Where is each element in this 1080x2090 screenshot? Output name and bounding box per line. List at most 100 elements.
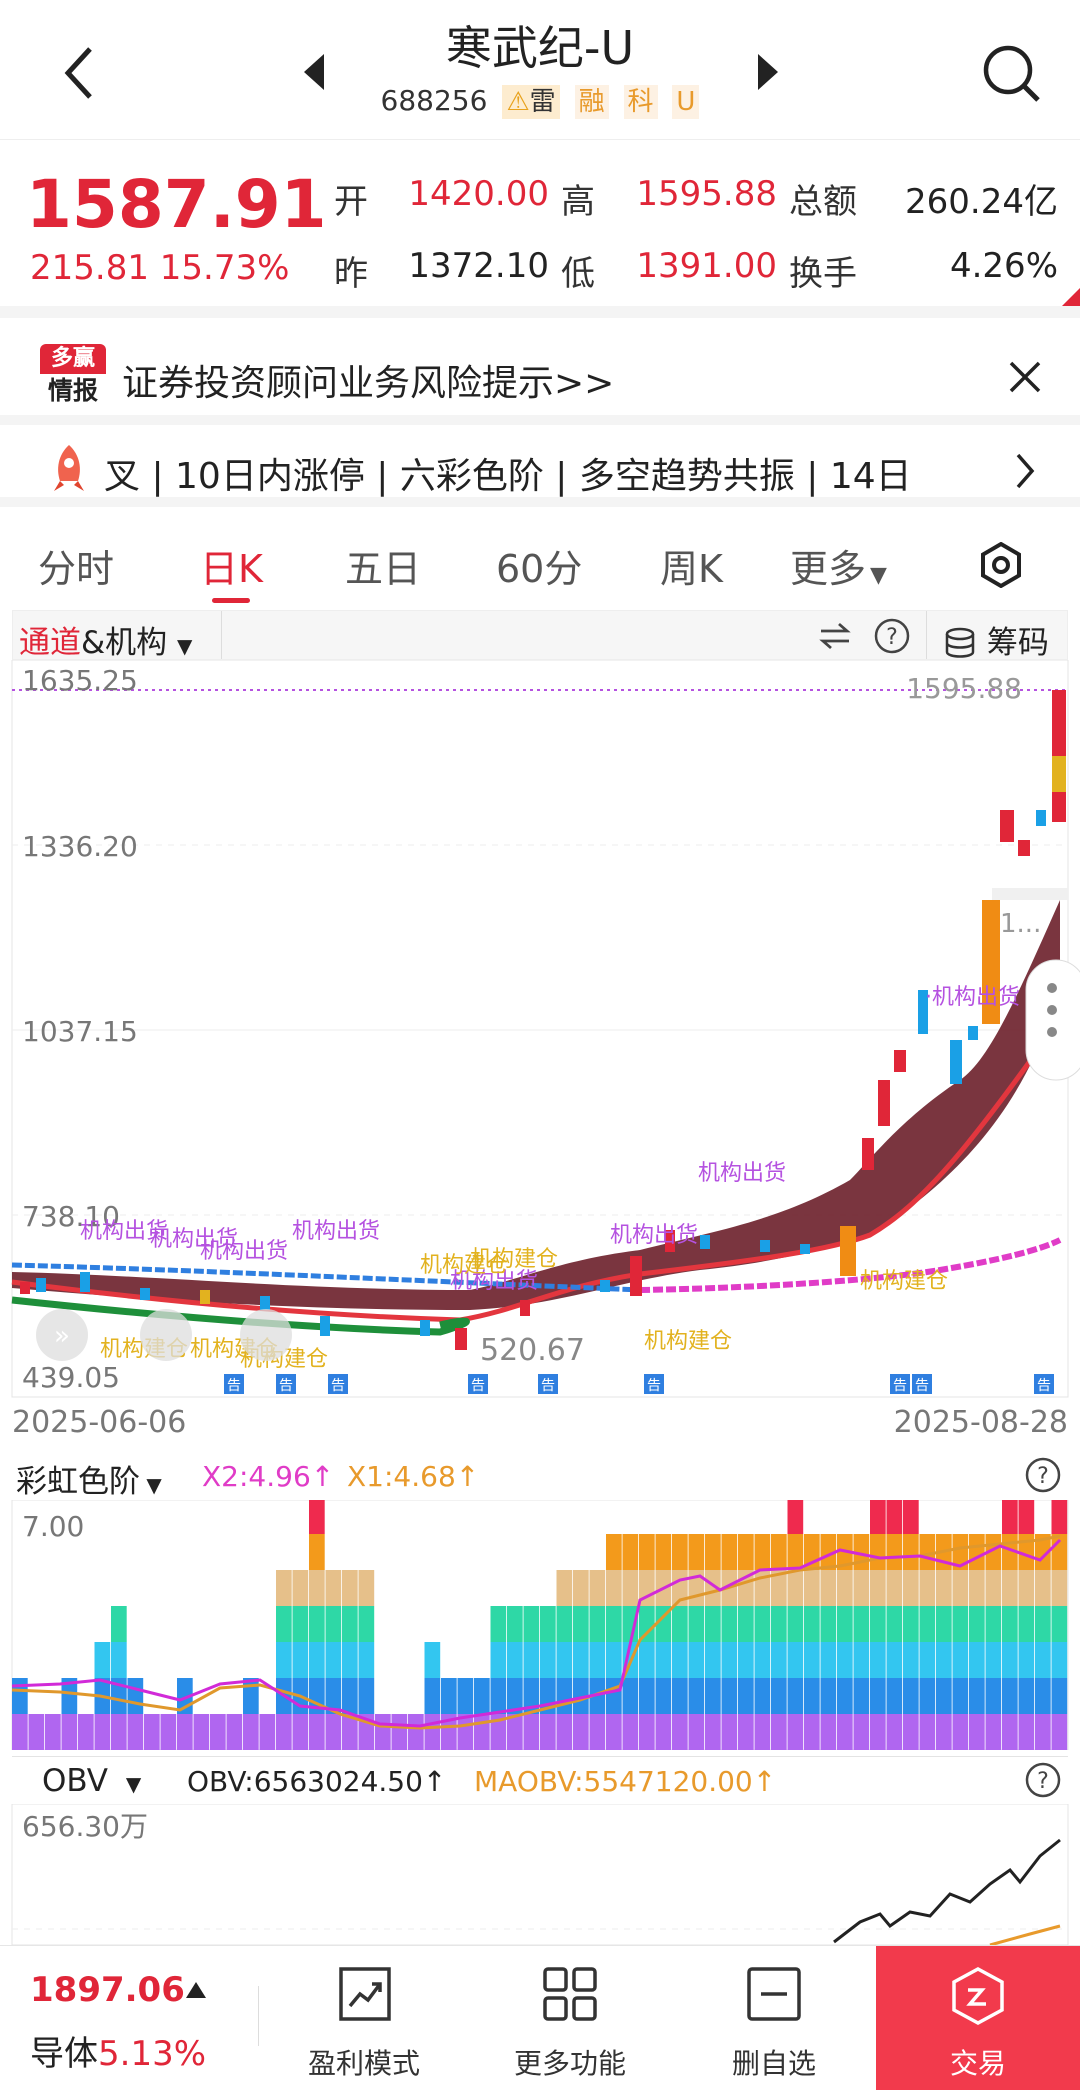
rainbow-bar-segment — [474, 1678, 490, 1714]
rainbow-bar-segment — [589, 1606, 606, 1642]
rainbow-bar-segment — [540, 1714, 556, 1750]
divider — [221, 611, 222, 659]
rainbow-bar-segment — [606, 1570, 622, 1606]
rainbow-bar-segment — [738, 1534, 754, 1570]
rainbow-bar-segment — [1051, 1606, 1068, 1642]
tab-weekly-k[interactable]: 周K — [660, 547, 723, 591]
rainbow-bar-segment — [309, 1534, 325, 1570]
rainbow-bar-segment — [804, 1642, 820, 1678]
rainbow-bar-segment — [408, 1714, 424, 1750]
rainbow-bar-segment — [1018, 1642, 1035, 1678]
high-marker: 1595.88 — [906, 672, 1022, 705]
next-stock-icon[interactable] — [752, 52, 782, 92]
svg-text:»: » — [54, 1321, 70, 1351]
notice-badges[interactable]: 告 告 告 告 告 告 告 告 告 — [224, 1374, 1054, 1394]
rainbow-bar-segment — [127, 1678, 144, 1714]
back-icon[interactable] — [60, 45, 100, 101]
rainbow-bar-segment — [1051, 1570, 1068, 1606]
rainbow-bar-segment — [556, 1642, 573, 1678]
rainbow-select[interactable]: 彩虹色阶 ▼ — [16, 1464, 162, 1500]
margin-tag[interactable]: 融 — [574, 85, 609, 119]
rainbow-bar-segment — [903, 1534, 919, 1570]
settings-icon[interactable] — [978, 542, 1024, 588]
rainbow-bar-segment — [705, 1570, 721, 1606]
risk-banner[interactable]: 多赢 情报 证券投资顾问业务风险提示>> — [0, 330, 1080, 425]
channel-line-blue — [11, 1262, 641, 1293]
search-icon[interactable] — [980, 42, 1044, 106]
rainbow-bar-segment — [457, 1714, 474, 1750]
remove-watchlist-button[interactable]: 删自选 — [694, 1946, 854, 2090]
star-market-tag[interactable]: 科 — [623, 85, 658, 119]
divider — [926, 611, 927, 659]
rainbow-bar-segment — [490, 1714, 507, 1750]
rainbow-bar-segment — [292, 1606, 309, 1642]
rainbow-bar-segment — [490, 1678, 507, 1714]
chevron-right-icon[interactable] — [1012, 451, 1038, 491]
risk-banner-text[interactable]: 证券投资顾问业务风险提示>> — [122, 363, 615, 404]
tab-more[interactable]: 更多 ▼ — [790, 547, 887, 591]
rainbow-bar-segment — [870, 1606, 886, 1642]
annotation-in: 机构建仓 — [470, 1247, 558, 1272]
rainbow-bar-segment — [688, 1642, 705, 1678]
help-icon[interactable]: ? — [1024, 1456, 1062, 1494]
index-row[interactable]: 导体5.13% — [30, 2034, 207, 2074]
u-tag[interactable]: U — [672, 85, 700, 119]
rainbow-bar-segment — [721, 1534, 738, 1570]
rainbow-bar-segment — [820, 1534, 837, 1570]
close-icon[interactable] — [1008, 360, 1042, 394]
candles — [20, 690, 1066, 1350]
annotation-in: 机构建仓 — [420, 1253, 508, 1278]
rainbow-bar-segment — [1035, 1570, 1051, 1606]
draw-line-icon[interactable] — [140, 1309, 192, 1361]
rainbow-bar-segment — [837, 1606, 853, 1642]
rainbow-bar-segment — [985, 1570, 1002, 1606]
rainbow-bar-segment — [589, 1570, 606, 1606]
turnover-value: 4.26% — [949, 246, 1058, 286]
rainbow-bar-segment — [771, 1534, 787, 1570]
rainbow-bar-segment — [952, 1642, 969, 1678]
profit-mode-button[interactable]: 盈利模式 — [284, 1946, 444, 2090]
rainbow-bar-segment — [1002, 1500, 1018, 1534]
expand-icon[interactable] — [36, 1309, 88, 1361]
rainbow-bar-segment — [523, 1714, 540, 1750]
rainbow-bar-segment — [111, 1714, 127, 1750]
rainbow-bars — [12, 1500, 1068, 1750]
more-functions-button[interactable]: 更多功能 — [490, 1946, 650, 2090]
date-end: 2025-08-28 — [894, 1405, 1068, 1440]
rainbow-bar-segment — [1051, 1642, 1068, 1678]
thunder-tag[interactable]: ⚠雷 — [502, 85, 560, 119]
price-change: 215.81 15.73% — [30, 248, 290, 288]
rainbow-bar-segment — [358, 1642, 375, 1678]
signal-ticker[interactable]: 叉 | 10日内涨停 | 六彩色阶 | 多空趋势共振 | 14日 — [0, 435, 1080, 507]
more-dots-icon — [1047, 983, 1057, 993]
chips-button[interactable]: 筹码 — [943, 617, 1049, 662]
tab-daily-k[interactable]: 日K — [200, 547, 263, 591]
obv-select[interactable]: OBV ▼ — [42, 1763, 142, 1799]
prev-stock-icon[interactable] — [300, 52, 330, 92]
svg-text:?: ? — [1037, 1769, 1049, 1794]
low-marker: 520.67 — [480, 1333, 585, 1368]
rainbow-bar-segment — [1018, 1500, 1035, 1534]
main-indicator-select[interactable]: 通道&机构 ▼ — [19, 625, 193, 661]
rainbow-bar-segment — [243, 1678, 259, 1714]
trade-button[interactable]: 交易 — [876, 1946, 1080, 2090]
rainbow-bar-segment — [424, 1714, 441, 1750]
tab-60min[interactable]: 60分 — [496, 547, 583, 591]
obv-value: OBV:6563024.50↑ — [187, 1765, 447, 1798]
help-icon[interactable]: ? — [873, 617, 911, 655]
rainbow-bar-segment — [342, 1678, 358, 1714]
kline-chart[interactable]: 1635.25 1336.20 1037.15 738.10 439.05 15… — [0, 660, 1080, 1445]
rainbow-bar-segment — [870, 1714, 886, 1750]
help-icon[interactable]: ? — [1024, 1761, 1062, 1799]
rainbow-bar-segment — [94, 1642, 111, 1678]
rainbow-bar-segment — [952, 1570, 969, 1606]
rainbow-bar-segment — [292, 1714, 309, 1750]
screenshot-icon[interactable] — [240, 1309, 292, 1361]
chart-menu-handle[interactable] — [1025, 959, 1080, 1081]
rainbow-bar-segment — [639, 1678, 655, 1714]
switch-arrows-icon[interactable] — [817, 619, 853, 653]
ticker-text: 叉 | 10日内涨停 | 六彩色阶 | 多空趋势共振 | 14日 — [104, 456, 912, 497]
dropdown-caret-icon: ▼ — [177, 634, 193, 658]
tab-intraday[interactable]: 分时 — [38, 547, 115, 591]
tab-five-day[interactable]: 五日 — [345, 547, 422, 591]
